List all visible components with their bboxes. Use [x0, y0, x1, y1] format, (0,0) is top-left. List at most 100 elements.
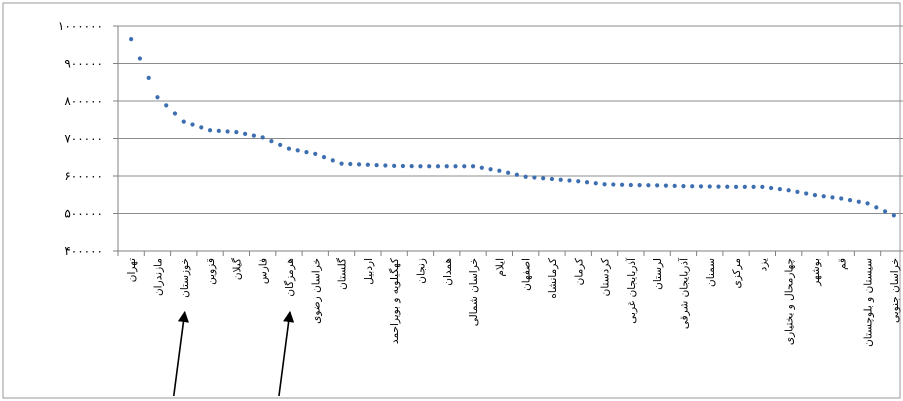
x-tick-label: یزد — [757, 258, 769, 271]
x-tick-label: کرمانشاه — [547, 258, 559, 299]
data-point — [549, 176, 555, 182]
data-point — [628, 182, 633, 188]
y-tick-label: ۴۰۰۰۰۰ — [64, 244, 103, 258]
x-tick-label: قم — [836, 258, 848, 270]
x-tick-label: آذربایجان غربی — [625, 257, 638, 324]
data-point — [655, 183, 660, 188]
x-tick-labels: تهران مازندران خوزستان قزوین گیلان فارس هرمزگا… — [126, 257, 901, 347]
x-tick-label: خراسان شمالی — [468, 258, 480, 326]
series-dot — [804, 191, 809, 196]
series-dot — [216, 128, 221, 133]
series-dot — [356, 162, 362, 167]
series-dot — [427, 164, 432, 169]
series-dotted-line — [129, 37, 896, 218]
series-dot — [251, 133, 256, 138]
series-dot — [374, 163, 379, 168]
series-dot — [409, 164, 414, 169]
data-point — [786, 188, 791, 193]
x-tick-label: سیستان و بلوچستان — [863, 258, 875, 347]
series-dot — [295, 148, 300, 153]
series-dot — [532, 175, 537, 180]
data-point — [839, 196, 844, 201]
data-point — [576, 179, 581, 184]
series-dot — [330, 158, 335, 163]
series-dot — [321, 155, 327, 160]
series-dot — [646, 183, 651, 188]
data-point — [733, 184, 739, 189]
series-dot — [882, 209, 888, 214]
series-dot — [137, 56, 143, 61]
data-point — [207, 128, 213, 133]
x-tick-label: کردستان — [600, 258, 612, 296]
series-dot — [672, 183, 677, 188]
series-dot — [847, 198, 853, 203]
data-point — [260, 135, 265, 140]
data-point — [155, 95, 160, 100]
series-dot — [199, 125, 204, 130]
x-tick-label: سمنان — [705, 258, 717, 287]
y-tick-label: ۸۰۰۰۰۰ — [64, 94, 103, 108]
data-point — [365, 162, 370, 167]
series-dot — [769, 185, 774, 191]
gridlines — [118, 25, 903, 214]
series-dot — [146, 75, 151, 80]
y-tick-labels: ۴۰۰۰۰۰ ۵۰۰۰۰۰ ۶۰۰۰۰۰ ۷۰۰۰۰۰ ۸۰۰۰۰۰ ۹۰۰۰۰۰ ۱۰۰۰… — [58, 19, 118, 258]
series-dot — [506, 170, 511, 175]
x-tick-label: آذربایجان شرقی — [677, 257, 690, 329]
data-point — [339, 161, 344, 166]
series-dot — [690, 184, 695, 189]
data-point — [181, 119, 186, 124]
data-point — [392, 163, 397, 168]
annotation-arrow — [278, 310, 295, 397]
series-dot — [243, 131, 248, 136]
data-point — [681, 184, 686, 189]
x-tick-label: خوزستان — [179, 258, 191, 298]
series-dot — [348, 161, 353, 167]
x-tick-label: مازندران — [152, 258, 164, 296]
series-dot — [698, 184, 704, 189]
y-tick-label: ۱۰۰۰۰۰۰ — [58, 19, 103, 33]
data-point — [418, 164, 423, 169]
data-point — [497, 168, 502, 173]
x-tick-label: کرمان — [573, 258, 585, 285]
series-dot — [541, 176, 546, 181]
data-point — [234, 130, 239, 135]
x-tick-label: هرمزگان — [283, 258, 296, 297]
data-point — [760, 184, 765, 189]
x-tick-label: ایلام — [494, 258, 506, 277]
series-dot — [435, 164, 441, 169]
y-tick-label: ۶۰۰۰۰۰ — [64, 169, 103, 183]
x-tick-label: خراسان جنوبی — [889, 258, 901, 323]
series-dot — [400, 163, 406, 169]
data-point — [444, 164, 449, 169]
series-dot — [777, 187, 782, 192]
series-dot — [663, 183, 669, 188]
series-dot — [453, 164, 458, 169]
x-tick-label: چهارمحال و بختیاری — [784, 258, 796, 345]
x-tick-label: گلستان — [336, 258, 349, 290]
data-point — [129, 37, 134, 42]
series-dot — [278, 142, 283, 147]
series-dot — [821, 194, 826, 199]
series-dot — [479, 165, 484, 170]
x-tick-label: لرستان — [652, 258, 664, 290]
annotation-arrows — [172, 310, 295, 397]
x-tick-label: گیلان — [230, 258, 243, 280]
y-tick-label: ۵۰۰۰۰۰ — [64, 207, 103, 221]
series-dot — [795, 189, 800, 194]
series-dot — [742, 184, 747, 189]
x-tick-label: اصفهان — [521, 258, 533, 291]
data-point — [865, 201, 870, 206]
x-tick-label: کهگیلویه و بویراحمد — [388, 258, 401, 344]
series-dot — [190, 122, 195, 127]
y-tick-label: ۷۰۰۰۰۰ — [64, 132, 103, 146]
series-dot — [611, 182, 616, 187]
series-dot — [856, 199, 861, 204]
series-dot — [725, 184, 730, 189]
series-dot — [593, 181, 598, 186]
series-dot — [619, 182, 625, 187]
x-tick-label: قزوین — [205, 258, 217, 285]
x-tick-label: مرکزی — [731, 258, 743, 288]
